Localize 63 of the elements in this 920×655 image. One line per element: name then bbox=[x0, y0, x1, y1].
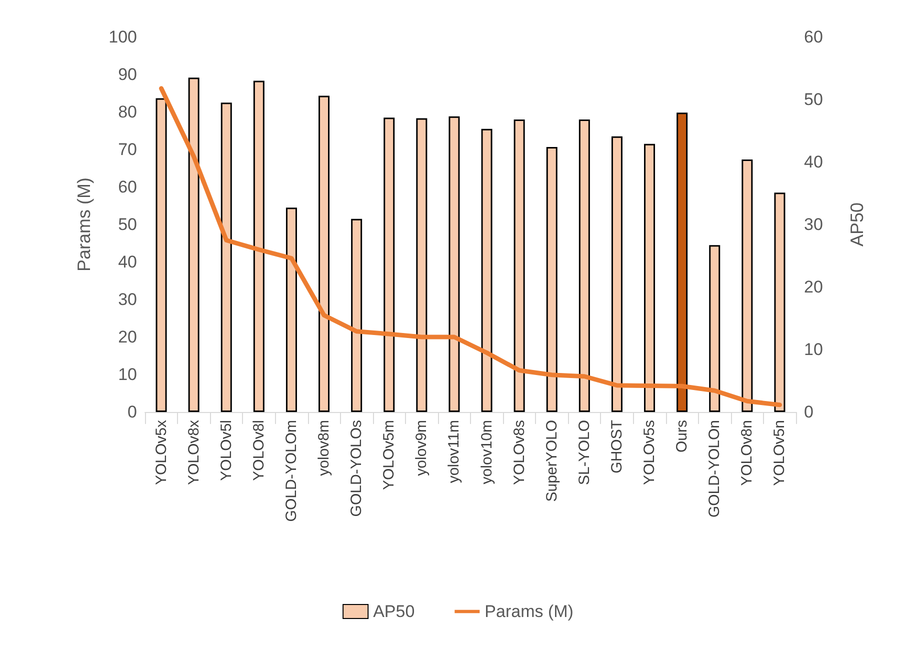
bar bbox=[514, 120, 525, 412]
x-tick-label: YOLOv5s bbox=[641, 420, 658, 486]
legend-label: AP50 bbox=[373, 602, 415, 621]
bar bbox=[318, 96, 330, 412]
bar bbox=[188, 78, 200, 412]
y2-axis-title: AP50 bbox=[847, 202, 867, 247]
x-tick-label: YOLOv8l bbox=[250, 420, 268, 481]
y2-tick-label: 30 bbox=[804, 215, 823, 234]
bar bbox=[709, 245, 720, 412]
x-tick-label: YOLOv8s bbox=[510, 420, 528, 486]
bar bbox=[481, 128, 492, 412]
x-tick-label: yolov9m bbox=[413, 420, 430, 476]
bar bbox=[156, 98, 167, 412]
x-tick-label: SL-YOLO bbox=[576, 420, 593, 486]
bar bbox=[546, 147, 558, 412]
y-tick-label: 40 bbox=[118, 252, 137, 272]
bar bbox=[611, 136, 622, 412]
y-tick-label: 30 bbox=[118, 290, 137, 309]
bar bbox=[220, 102, 232, 412]
bar bbox=[448, 116, 460, 412]
x-tick-label: yolov10m bbox=[478, 420, 496, 484]
y-tick-label: 10 bbox=[118, 365, 137, 384]
x-tick-label: GOLD-YOLOm bbox=[282, 420, 300, 522]
y2-tick-label: 20 bbox=[804, 278, 823, 296]
x-tick-label: yolov8m bbox=[316, 420, 333, 476]
y-tick-label: 0 bbox=[128, 402, 137, 422]
x-tick-label: YOLOv8n bbox=[738, 420, 756, 486]
y-tick-label: 100 bbox=[108, 28, 137, 46]
y2-tick-label: 40 bbox=[804, 152, 823, 172]
bar bbox=[286, 208, 297, 412]
x-tick-label: GOLD-YOLOn bbox=[706, 420, 724, 518]
bar bbox=[578, 120, 590, 412]
x-tick-label: YOLOv5n bbox=[771, 420, 788, 486]
legend-label: Params (M) bbox=[484, 602, 574, 621]
y2-tick-label: 0 bbox=[804, 402, 814, 422]
y2-tick-label: 10 bbox=[804, 340, 823, 359]
bar bbox=[676, 112, 688, 412]
bar bbox=[416, 118, 428, 412]
bar bbox=[253, 80, 264, 412]
x-tick-label: YOLOv5l bbox=[218, 420, 235, 481]
line-series bbox=[159, 86, 782, 408]
y-tick-label: 60 bbox=[118, 178, 137, 196]
y-tick-label: 70 bbox=[118, 140, 137, 159]
bar bbox=[351, 218, 362, 412]
bar bbox=[384, 118, 395, 412]
x-tick-label: GHOST bbox=[608, 420, 626, 474]
y-tick-label: 90 bbox=[118, 65, 137, 84]
bar bbox=[644, 144, 656, 412]
y-tick-label: 50 bbox=[118, 215, 137, 234]
x-tick-label: YOLOv5m bbox=[380, 420, 398, 490]
bar bbox=[774, 192, 786, 412]
bar bbox=[742, 160, 753, 412]
x-tick-label: SuperYOLO bbox=[543, 420, 560, 502]
x-tick-label: yolov11m bbox=[446, 420, 463, 484]
x-tick-label: Ours bbox=[674, 420, 691, 453]
x-tick-label: YOLOv5x bbox=[152, 420, 170, 486]
y2-tick-label: 50 bbox=[804, 90, 823, 109]
y-axis-title: Params (M) bbox=[74, 178, 94, 272]
x-tick-label: GOLD-YOLOs bbox=[348, 420, 366, 517]
y-tick-label: 20 bbox=[118, 328, 137, 346]
y2-tick-label: 60 bbox=[804, 28, 823, 46]
y-tick-label: 80 bbox=[118, 102, 137, 122]
x-tick-label: YOLOv8x bbox=[185, 420, 202, 486]
